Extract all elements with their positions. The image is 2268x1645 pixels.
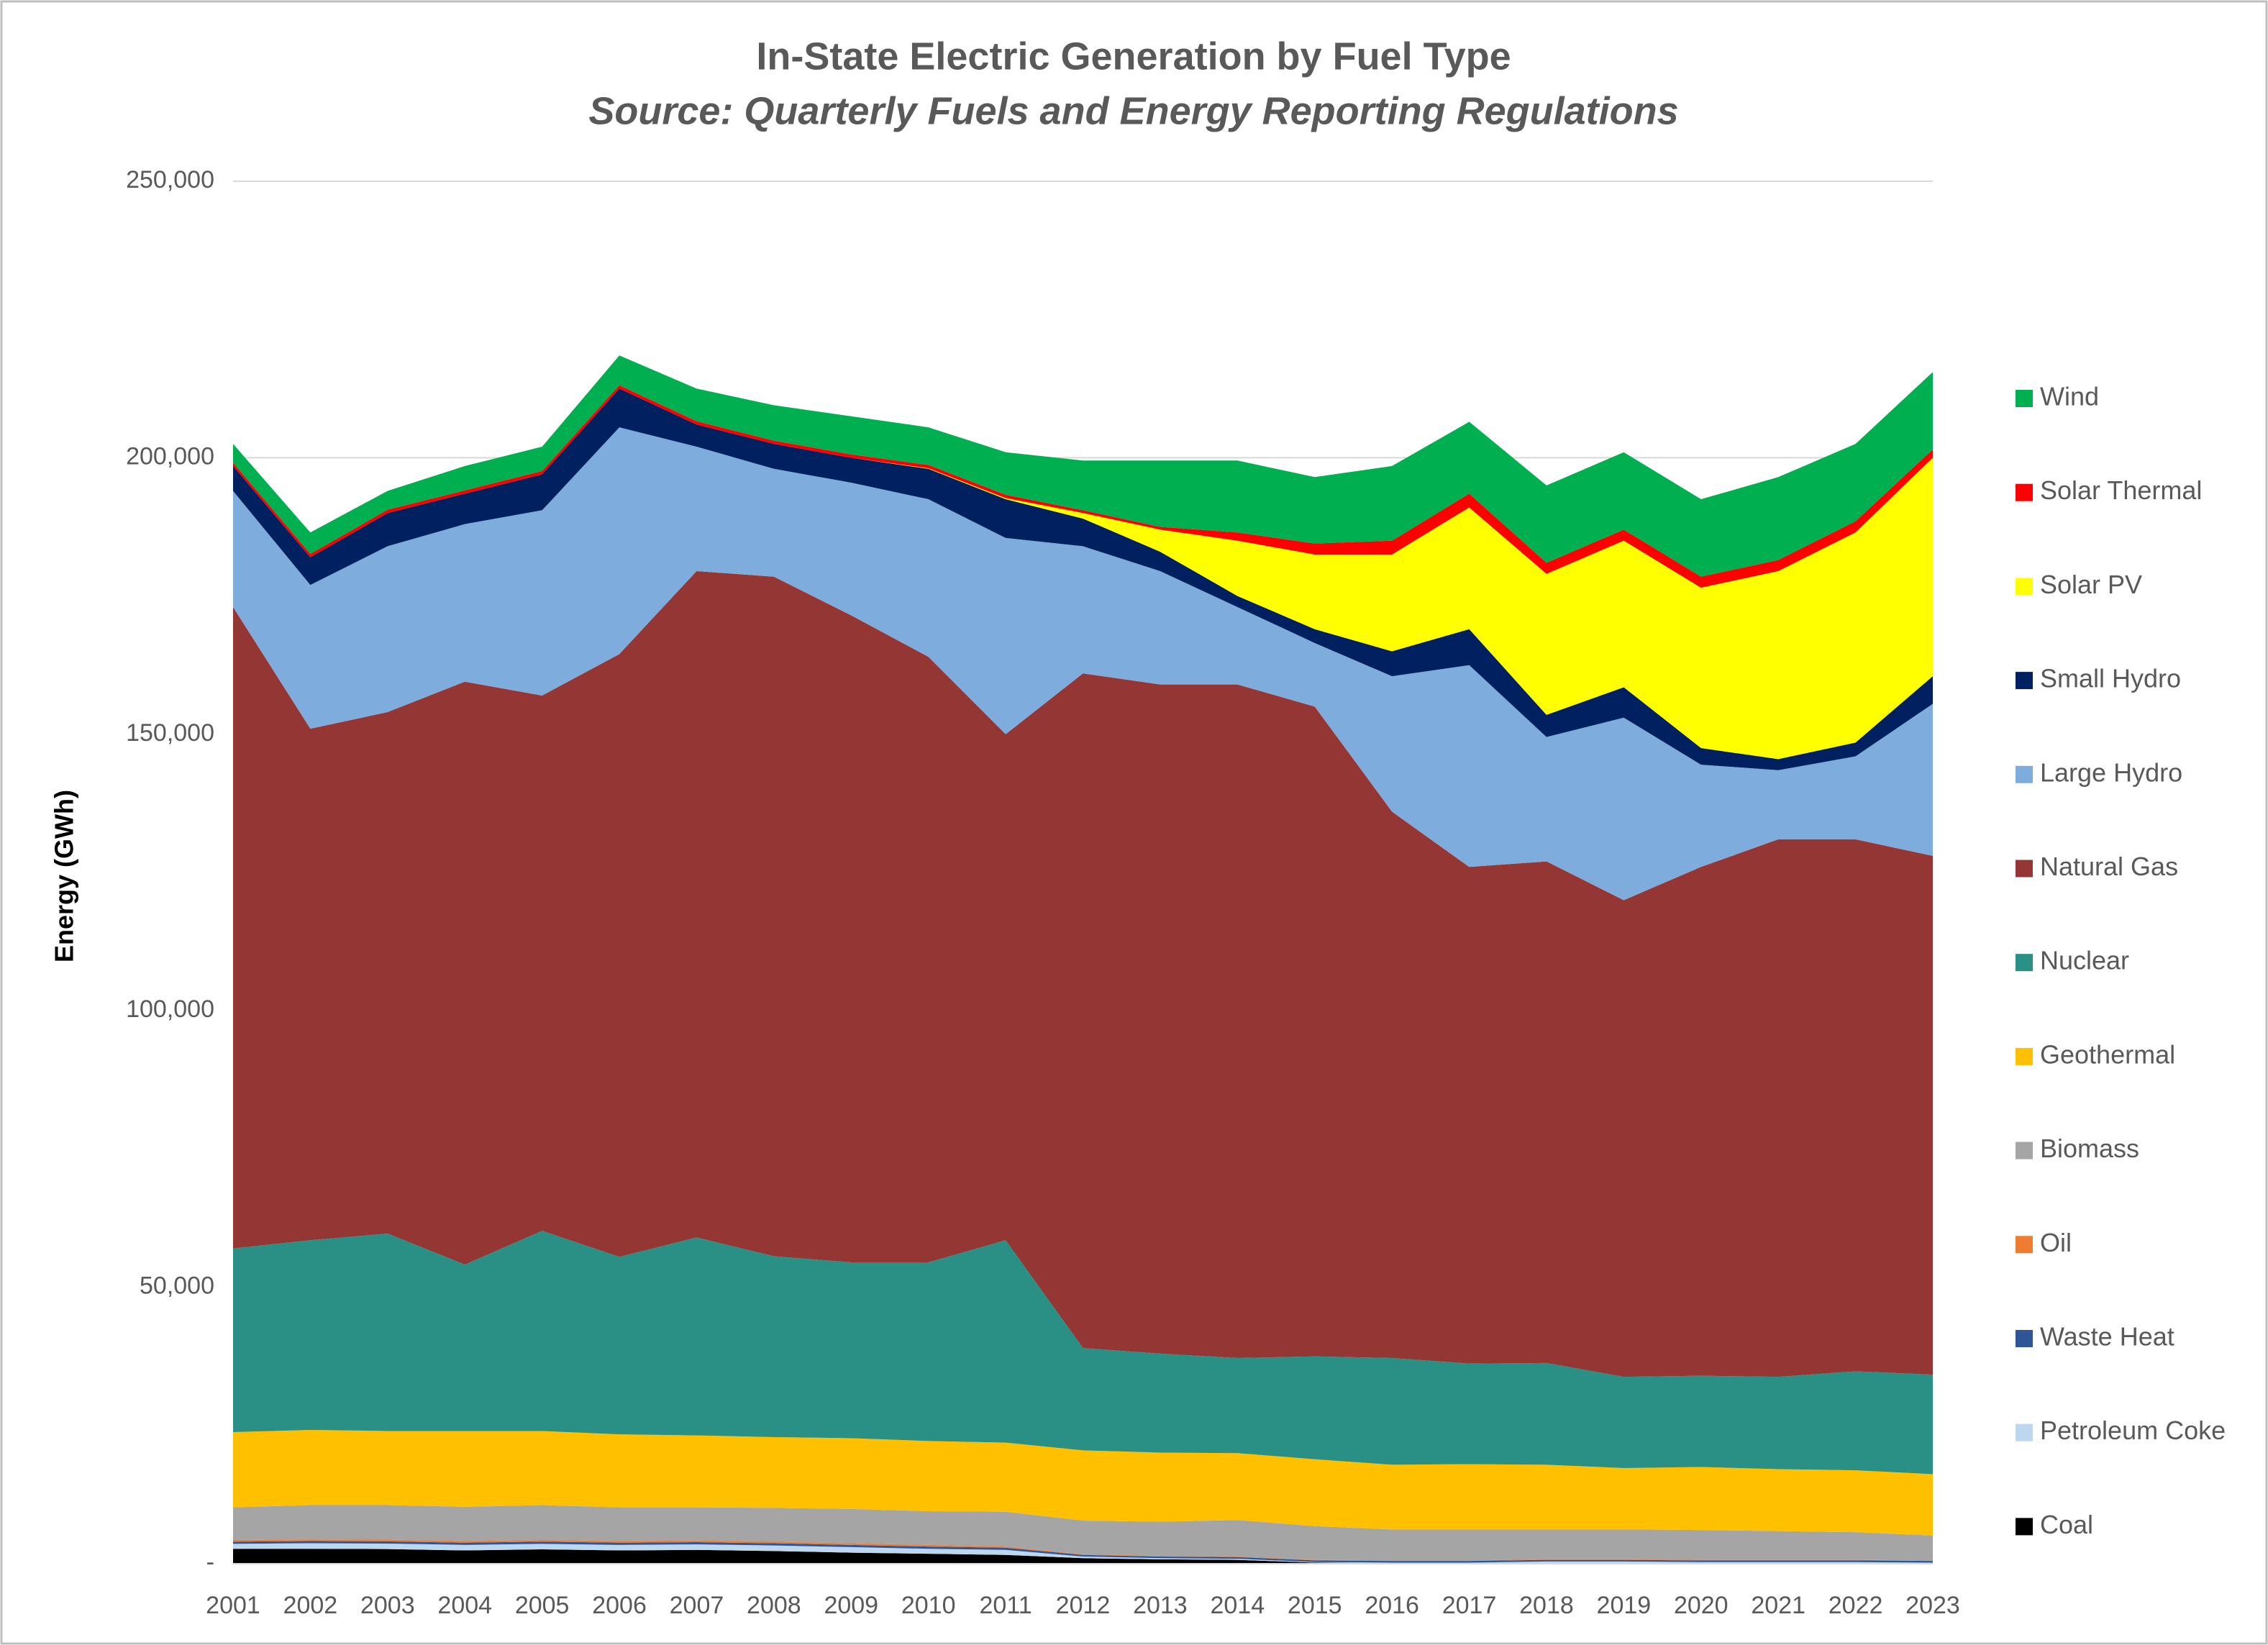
y-tick-label: 100,000 bbox=[126, 995, 214, 1023]
legend-swatch bbox=[2016, 765, 2033, 783]
x-tick-label: 2017 bbox=[1442, 1592, 1497, 1619]
x-tick-label: 2022 bbox=[1828, 1592, 1883, 1619]
x-tick-label: 2006 bbox=[592, 1592, 647, 1619]
x-tick-label: 2003 bbox=[360, 1592, 415, 1619]
x-tick-label: 2019 bbox=[1597, 1592, 1652, 1619]
legend-swatch bbox=[2016, 483, 2033, 501]
legend-label: Natural Gas bbox=[2040, 852, 2178, 881]
area bbox=[233, 388, 1933, 770]
x-tick-label: 2004 bbox=[437, 1592, 492, 1619]
legend: Wind Solar Thermal Solar PV Small Hydro Larg… bbox=[2016, 382, 2226, 1539]
area bbox=[233, 1539, 1933, 1562]
legend-label: Oil bbox=[2040, 1228, 2072, 1257]
legend-swatch bbox=[2016, 1142, 2033, 1159]
axes: - 50,000 100,000 150,000 200,000 250,000 2001 2… bbox=[126, 166, 1960, 1619]
y-tick-label: 200,000 bbox=[126, 442, 214, 470]
x-tick-label: 2001 bbox=[206, 1592, 260, 1619]
area bbox=[233, 1543, 1933, 1564]
legend-label: Large Hydro bbox=[2040, 757, 2182, 787]
area bbox=[233, 1549, 1933, 1564]
x-tick-label: 2014 bbox=[1210, 1592, 1265, 1619]
x-tick-label: 2005 bbox=[515, 1592, 570, 1619]
area bbox=[233, 1231, 1933, 1475]
legend-swatch bbox=[2016, 1047, 2033, 1065]
legend-label: Solar Thermal bbox=[2040, 475, 2202, 505]
legend-swatch bbox=[2016, 578, 2033, 596]
area bbox=[233, 385, 1933, 588]
x-tick-label: 2009 bbox=[824, 1592, 878, 1619]
legend-swatch bbox=[2016, 390, 2033, 407]
y-tick-label: 250,000 bbox=[126, 166, 214, 193]
legend-label: Biomass bbox=[2040, 1134, 2139, 1163]
x-tick-label: 2020 bbox=[1674, 1592, 1729, 1619]
areas bbox=[233, 355, 1933, 1564]
y-tick-label: 50,000 bbox=[140, 1272, 214, 1300]
x-tick-label: 2015 bbox=[1288, 1592, 1342, 1619]
legend-swatch bbox=[2016, 1423, 2033, 1441]
legend-swatch bbox=[2016, 954, 2033, 972]
x-tick-label: 2002 bbox=[283, 1592, 338, 1619]
x-tick-label: 2016 bbox=[1365, 1592, 1419, 1619]
legend-label: Petroleum Coke bbox=[2040, 1416, 2226, 1445]
legend-label: Geothermal bbox=[2040, 1039, 2175, 1069]
chart-title: In-State Electric Generation by Fuel Typ… bbox=[756, 35, 1511, 78]
x-tick-label: 2008 bbox=[747, 1592, 801, 1619]
legend-swatch bbox=[2016, 672, 2033, 690]
chart-subtitle: Source: Quarterly Fuels and Energy Repor… bbox=[588, 89, 1678, 132]
legend-label: Small Hydro bbox=[2040, 664, 2181, 693]
area bbox=[233, 1429, 1933, 1536]
area bbox=[233, 427, 1933, 901]
x-tick-label: 2011 bbox=[980, 1592, 1032, 1619]
legend-label: Wind bbox=[2040, 382, 2099, 411]
y-axis-label: Energy (GWh) bbox=[50, 790, 79, 962]
area bbox=[233, 1505, 1933, 1561]
legend-swatch bbox=[2016, 1330, 2033, 1347]
legend-label: Solar PV bbox=[2040, 570, 2142, 599]
x-tick-label: 2023 bbox=[1905, 1592, 1960, 1619]
area bbox=[233, 571, 1933, 1377]
y-tick-label: 150,000 bbox=[126, 719, 214, 747]
area bbox=[233, 388, 1933, 760]
area bbox=[233, 1541, 1933, 1563]
area bbox=[233, 355, 1933, 577]
legend-swatch bbox=[2016, 1236, 2033, 1254]
legend-label: Nuclear bbox=[2040, 946, 2129, 975]
y-tick-label: - bbox=[206, 1549, 214, 1576]
x-tick-label: 2013 bbox=[1133, 1592, 1188, 1619]
x-tick-label: 2007 bbox=[670, 1592, 724, 1619]
legend-label: Waste Heat bbox=[2040, 1322, 2174, 1352]
x-tick-label: 2021 bbox=[1751, 1592, 1805, 1619]
x-tick-label: 2010 bbox=[901, 1592, 956, 1619]
legend-swatch bbox=[2016, 1518, 2033, 1536]
legend-swatch bbox=[2016, 860, 2033, 878]
legend-label: Coal bbox=[2040, 1510, 2093, 1539]
x-tick-label: 2012 bbox=[1056, 1592, 1111, 1619]
x-tick-label: 2018 bbox=[1519, 1592, 1574, 1619]
